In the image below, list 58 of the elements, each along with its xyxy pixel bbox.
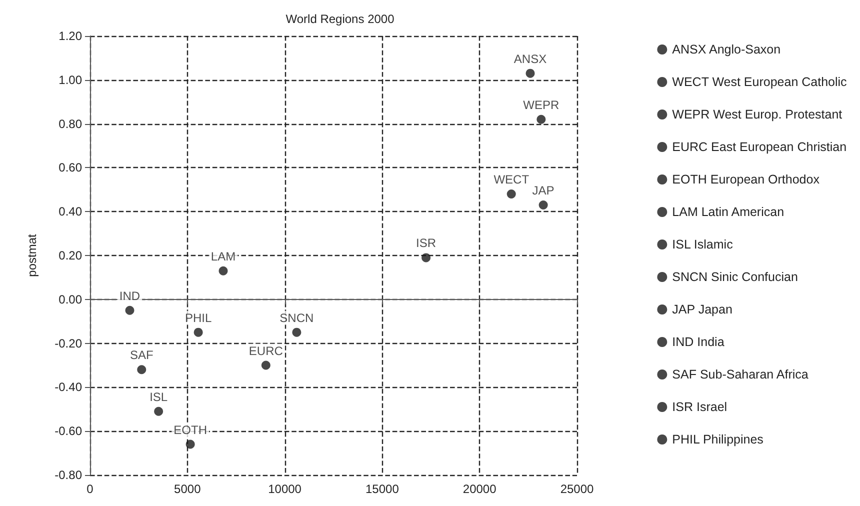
point xyxy=(125,306,134,315)
legend-label: ANSX Anglo-Saxon xyxy=(672,42,781,56)
point xyxy=(422,253,431,262)
x-tick-label: 10000 xyxy=(268,482,302,496)
data-label: ISR xyxy=(416,236,436,250)
data-label: LAM xyxy=(210,249,236,264)
legend-label: ISL Islamic xyxy=(672,238,733,252)
point xyxy=(506,190,516,199)
legend-label: EOTH European Orthodox xyxy=(672,172,820,186)
x-tick-label: 15000 xyxy=(366,482,400,496)
y-tick-label: 0.60 xyxy=(58,160,82,175)
data-label: EURC xyxy=(248,344,284,358)
x-tick-label: 20000 xyxy=(462,482,497,496)
point xyxy=(194,328,203,337)
legend-label: JAP Japan xyxy=(672,302,732,316)
y-tick-label: -0.60 xyxy=(54,424,82,438)
data-label: ISL xyxy=(150,390,168,404)
legend-label: SNCN Sinic Confucian xyxy=(672,270,798,284)
data-label: SNCN xyxy=(280,310,314,325)
x-tick-label: 0 xyxy=(86,482,94,496)
y-tick-label: 0.40 xyxy=(58,204,82,219)
legend-label: EURC East European Christian xyxy=(672,140,847,154)
point xyxy=(292,328,302,337)
legend-label: SAF Sub-Saharan Africa xyxy=(672,368,808,382)
legend-label: ISR Israel xyxy=(672,400,728,414)
data-label: PHIL xyxy=(184,310,212,325)
point xyxy=(137,365,146,374)
chart-title: World Regions 2000 xyxy=(286,12,395,26)
data-label: SAF xyxy=(130,348,154,362)
data-label: IND xyxy=(119,288,140,303)
point xyxy=(186,440,195,449)
point xyxy=(218,266,228,276)
y-tick-label: 0.20 xyxy=(58,248,82,262)
y-tick-label: -0.80 xyxy=(54,468,82,482)
data-label: WECT xyxy=(494,172,530,187)
legend-label: LAM Latin American xyxy=(672,205,784,219)
y-tick-label: 1.20 xyxy=(58,29,82,43)
legend-label: WECT West European Catholic xyxy=(672,75,847,89)
point xyxy=(526,68,535,78)
legend-label: PHIL Philippines xyxy=(672,432,764,446)
data-label: EOTH xyxy=(174,422,207,437)
y-tick-label: -0.20 xyxy=(54,336,82,350)
data-label: WEPR xyxy=(523,98,560,112)
legend-label: WEPR West Europ. Protestant xyxy=(672,108,843,122)
y-tick-label: -0.40 xyxy=(54,380,82,394)
y-tick-label: 0.00 xyxy=(58,292,82,306)
data-label: JAP xyxy=(532,184,554,198)
point xyxy=(538,200,548,210)
x-tick-label: 5000 xyxy=(174,482,202,496)
y-tick-label: 0.80 xyxy=(58,116,82,131)
x-tick-label: 25000 xyxy=(560,482,594,496)
point xyxy=(261,360,270,370)
legend-label: IND India xyxy=(672,335,724,349)
point xyxy=(154,406,164,416)
y-tick-label: 1.00 xyxy=(58,72,82,87)
data-label: ANSX xyxy=(514,52,547,66)
point xyxy=(536,114,546,124)
y-axis-title: postmat xyxy=(25,233,39,277)
